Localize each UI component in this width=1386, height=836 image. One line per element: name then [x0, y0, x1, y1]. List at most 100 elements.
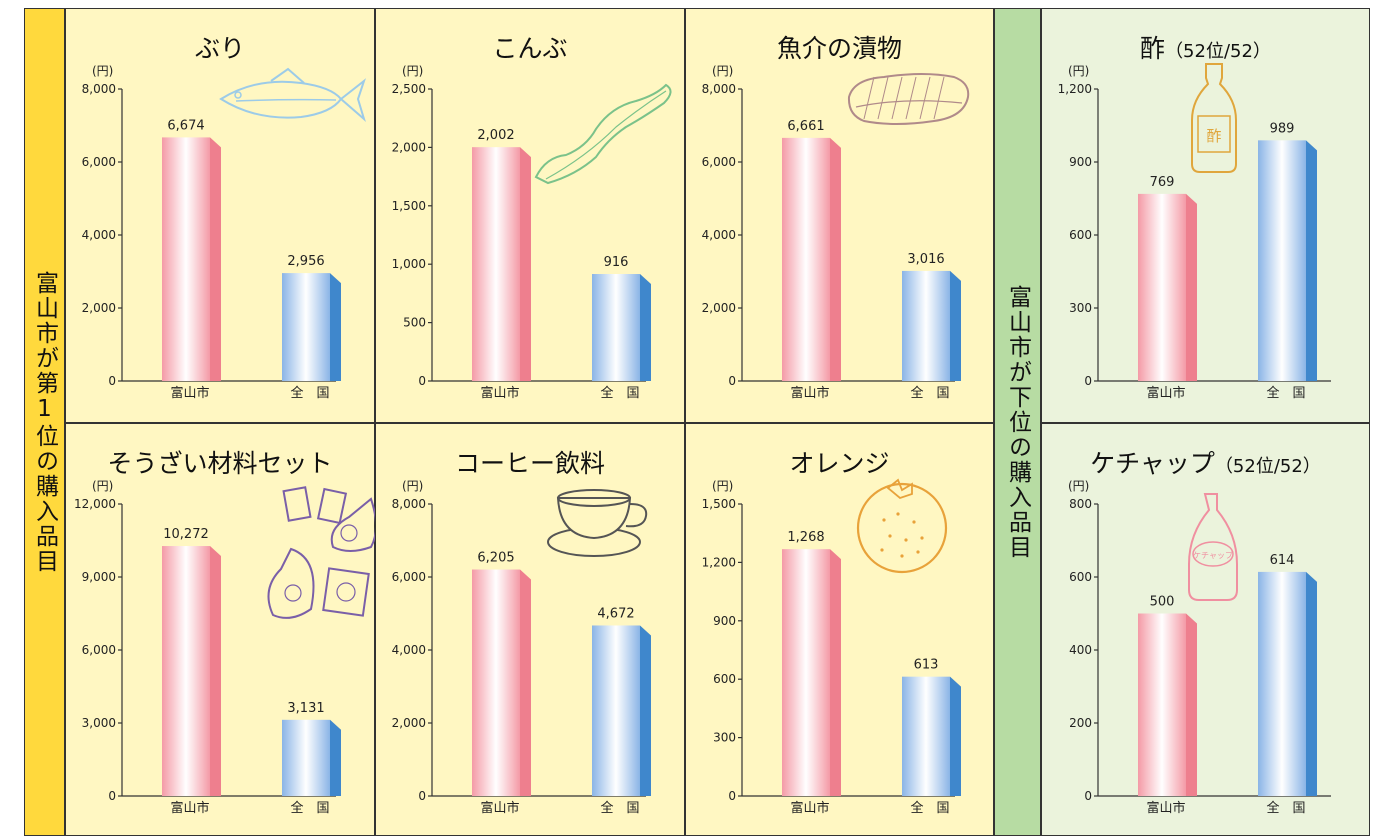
unit-label: (円)	[92, 479, 113, 493]
value-label: 769	[1150, 175, 1175, 190]
y-tick-label: 2,000	[392, 140, 426, 154]
bar-toyama	[1138, 613, 1186, 796]
value-label: 10,272	[163, 527, 209, 542]
y-tick-label: 1,000	[392, 257, 426, 271]
bar-toyama	[782, 137, 830, 381]
bar-national	[282, 273, 330, 381]
chart-title-text: ケチャップ	[1090, 449, 1215, 478]
y-tick-label: 600	[1069, 228, 1092, 242]
y-tick-label: 1,500	[392, 199, 426, 213]
category-label: 富山市	[1146, 385, 1185, 401]
orange-icon	[856, 478, 948, 574]
category-label: 全 国	[910, 385, 949, 401]
bar-national-side	[950, 270, 961, 381]
unit-label: (円)	[92, 64, 113, 78]
chart-panel-su: 酢（52位/52） (円) 0 300 600 900 1,200 酢 769 富山市 989 全 国	[1041, 8, 1370, 423]
bar-chart-buri: (円) 0 2,000 4,000 6,000 8,000 6,674 富山市 2,956 全 国	[82, 64, 366, 401]
kelp-icon	[534, 83, 672, 185]
category-label: 全 国	[600, 800, 639, 816]
coffee-cup-icon	[547, 489, 648, 557]
chart-title-text: ぶり	[194, 34, 245, 63]
chart-panel-konbu: こんぶ (円) 0 500 1,000 1,500 2,000 2,500 2,002 富山市 91…	[375, 8, 685, 423]
category-label: 全 国	[290, 385, 329, 401]
y-tick-label: 800	[1069, 497, 1092, 511]
y-tick-label: 600	[1069, 570, 1092, 584]
bar-toyama	[162, 546, 210, 796]
y-tick-label: 0	[418, 374, 426, 388]
ketchup-bottle-icon: ケチャップ	[1188, 493, 1238, 601]
category-label: 全 国	[600, 385, 639, 401]
chart-title: オレンジ	[686, 444, 993, 480]
bar-toyama	[162, 137, 210, 381]
value-label: 6,674	[167, 118, 204, 133]
bar-national	[902, 270, 950, 381]
chart-rank-note: （52位/52）	[1214, 456, 1321, 477]
value-label: 6,661	[787, 119, 824, 134]
y-tick-label: 3,000	[82, 716, 116, 730]
y-tick-label: 2,000	[702, 301, 736, 315]
chart-title-text: 酢	[1140, 34, 1166, 63]
y-tick-label: 8,000	[392, 497, 426, 511]
meal-kit-icon	[267, 486, 377, 619]
chart-panel-orange: オレンジ (円) 0 300 600 900 1,200 1,500 1,268 富山市 613 全 …	[685, 423, 994, 836]
bar-toyama-side	[210, 137, 221, 381]
value-label: 2,956	[287, 254, 324, 269]
bar-toyama	[782, 549, 830, 796]
value-label: 3,016	[907, 252, 944, 267]
bar-national	[282, 719, 330, 796]
y-tick-label: 600	[713, 672, 736, 686]
bar-national-side	[640, 625, 651, 796]
value-label: 613	[914, 658, 939, 673]
y-tick-label: 0	[418, 789, 426, 803]
category-label: 全 国	[910, 800, 949, 816]
chart-title: ぶり	[66, 29, 374, 65]
unit-label: (円)	[712, 479, 733, 493]
bar-national-side	[1306, 571, 1317, 796]
chart-title-text: こんぶ	[492, 34, 568, 63]
bar-chart-souzai: (円) 0 3,000 6,000 9,000 12,000 10,272 富山市 3,131 全…	[74, 479, 377, 816]
y-tick-label: 1,500	[702, 497, 736, 511]
unit-label: (円)	[402, 479, 423, 493]
top-rank-label: 富山市が第1位の購入品目	[31, 270, 58, 574]
y-tick-label: 4,000	[392, 643, 426, 657]
chart-panel-buri: ぶり (円) 0 2,000 4,000 6,000 8,000 6,674 富山市 2,956 全…	[65, 8, 375, 423]
y-tick-label: 2,000	[82, 301, 116, 315]
bar-national	[1258, 140, 1306, 381]
unit-label: (円)	[712, 64, 733, 78]
y-tick-label: 0	[728, 789, 736, 803]
y-tick-label: 6,000	[392, 570, 426, 584]
bar-toyama	[1138, 193, 1186, 381]
value-label: 6,205	[477, 551, 514, 566]
value-label: 3,131	[287, 701, 324, 716]
y-tick-label: 900	[713, 614, 736, 628]
chart-panel-gyokai: 魚介の漬物 (円) 0 2,000 4,000 6,000 8,000 6,661 富山市 3,0…	[685, 8, 994, 423]
y-tick-label: 0	[108, 374, 116, 388]
value-label: 2,002	[477, 128, 514, 143]
bar-chart-konbu: (円) 0 500 1,000 1,500 2,000 2,500 2,002 富山市 916 全 …	[392, 64, 672, 401]
bar-toyama-side	[830, 137, 841, 381]
category-label: 富山市	[480, 800, 519, 816]
bar-national-side	[1306, 140, 1317, 381]
chart-panel-coffee: コーヒー飲料 (円) 0 2,000 4,000 6,000 8,000 6,205 富山市 4,…	[375, 423, 685, 836]
fish-icon	[219, 67, 366, 123]
chart-title: コーヒー飲料	[376, 444, 684, 480]
bar-toyama-side	[520, 147, 531, 381]
bar-national-side	[950, 676, 961, 796]
vinegar-bottle-icon: 酢	[1191, 63, 1237, 173]
bottom-rank-band: 富山市が下位の購入品目	[994, 8, 1041, 836]
bar-toyama-side	[1186, 613, 1197, 796]
chart-title-text: 魚介の漬物	[776, 34, 902, 63]
y-tick-label: 2,500	[392, 82, 426, 96]
chart-title: こんぶ	[376, 29, 684, 65]
chart-title-text: コーヒー飲料	[454, 449, 605, 478]
y-tick-label: 0	[1084, 374, 1092, 388]
bar-national	[1258, 571, 1306, 796]
bar-national-side	[330, 719, 341, 796]
bar-toyama	[472, 147, 520, 381]
category-label: 富山市	[1146, 800, 1185, 816]
y-tick-label: 4,000	[702, 228, 736, 242]
chart-panel-souzai: そうざい材料セット (円) 0 3,000 6,000 9,000 12,000 10,272…	[65, 423, 377, 836]
y-tick-label: 9,000	[82, 570, 116, 584]
bar-national-side	[330, 273, 341, 381]
